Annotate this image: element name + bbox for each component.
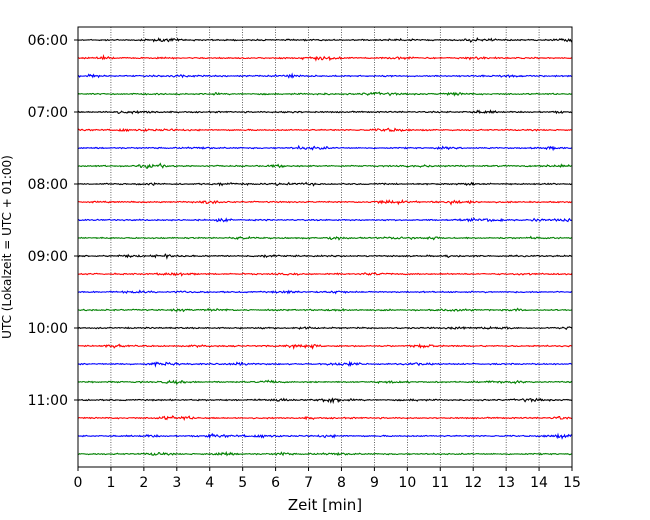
- x-tick-label: 7: [304, 475, 313, 491]
- trace-1115: [77, 415, 573, 422]
- trace-0930: [77, 289, 573, 295]
- plot-background: [78, 27, 572, 467]
- seismogram-traces: [77, 36, 573, 457]
- trace-0815: [77, 198, 573, 206]
- trace-0630: [77, 72, 573, 79]
- trace-1130: [77, 432, 573, 440]
- x-tick-label: 2: [139, 475, 148, 491]
- trace-1145: [77, 450, 573, 457]
- y-axis-ticks: 06:00 07:00 08:00 09:00 10:00 11:00: [28, 33, 78, 409]
- x-axis-label: Zeit [min]: [288, 496, 362, 514]
- x-tick-label: 13: [497, 475, 515, 491]
- y-tick-label: 10:00: [28, 321, 68, 337]
- x-tick-label: 14: [530, 475, 548, 491]
- trace-0845: [77, 235, 573, 241]
- plot-frame: [77, 26, 573, 468]
- y-tick-label: 11:00: [28, 393, 68, 409]
- trace-0900: [77, 253, 573, 260]
- trace-0745: [77, 162, 573, 169]
- trace-0800: [77, 181, 573, 187]
- x-tick-label: 1: [106, 475, 115, 491]
- x-tick-label: 9: [370, 475, 379, 491]
- vertical-grid: [110, 27, 540, 467]
- y-tick-label: 07:00: [28, 105, 68, 121]
- trace-0645: [77, 91, 573, 97]
- x-tick-label: 11: [431, 475, 449, 491]
- x-tick-label: 6: [271, 475, 280, 491]
- trace-1100: [77, 397, 573, 405]
- trace-1045: [77, 379, 573, 386]
- y-axis-label: UTC (Lokalzeit = UTC + 01:00): [0, 155, 14, 339]
- trace-0700: [77, 109, 573, 115]
- x-tick-label: 4: [205, 475, 214, 491]
- y-tick-label: 08:00: [28, 177, 68, 193]
- x-tick-label: 10: [398, 475, 416, 491]
- trace-1030: [77, 360, 573, 368]
- x-tick-label: 12: [464, 475, 482, 491]
- trace-0600: [77, 36, 573, 43]
- trace-0830: [77, 217, 573, 223]
- x-tick-label: 5: [238, 475, 247, 491]
- trace-0715: [77, 127, 573, 133]
- trace-1000: [77, 325, 573, 331]
- x-tick-label: 3: [172, 475, 181, 491]
- y-tick-label: 09:00: [28, 249, 68, 265]
- x-tick-label: 15: [563, 475, 581, 491]
- x-tick-label: 8: [337, 475, 346, 491]
- trace-0615: [77, 54, 573, 62]
- trace-1015: [77, 343, 573, 351]
- trace-0945: [77, 307, 573, 313]
- y-tick-label: 06:00: [28, 33, 68, 49]
- trace-0730: [77, 144, 573, 152]
- x-axis-ticks: 0 1 2 3 4 5 6 7 8 9 10 11 12 13 14 15: [74, 467, 581, 491]
- trace-0915: [77, 271, 573, 277]
- x-tick-label: 0: [74, 475, 83, 491]
